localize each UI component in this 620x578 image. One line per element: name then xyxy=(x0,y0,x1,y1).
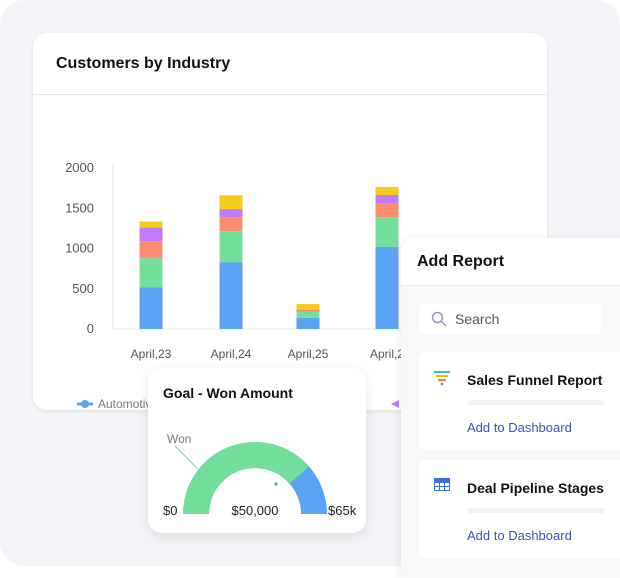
add-to-dashboard-link[interactable]: Add to Dashboard xyxy=(467,420,572,435)
add-report-panel: Add Report Search Sales Funnel Report Ad… xyxy=(401,238,620,578)
gauge-won xyxy=(183,442,310,514)
report-card-deal-pipeline[interactable]: Deal Pipeline Stages Add to Dashboard xyxy=(419,460,620,558)
report-title: Deal Pipeline Stages xyxy=(467,480,604,496)
bar-segment xyxy=(296,309,320,312)
y-tick-label: 1500 xyxy=(65,200,94,215)
bar-segment xyxy=(375,246,399,329)
x-tick-label: April,2 xyxy=(370,347,404,361)
bar-segment xyxy=(375,194,399,204)
table-icon xyxy=(434,478,450,491)
bar-segment xyxy=(139,227,163,242)
x-tick-label: April,23 xyxy=(131,347,172,361)
bar-segment xyxy=(296,317,320,329)
y-tick-label: 500 xyxy=(72,281,94,296)
bar-segment xyxy=(139,258,163,288)
bar-segment xyxy=(219,231,243,263)
won-label: Won xyxy=(167,432,191,446)
placeholder-bar xyxy=(467,508,605,513)
goal-title: Goal - Won Amount xyxy=(163,385,293,401)
bar-segment xyxy=(375,217,399,247)
legend-marker xyxy=(391,400,399,408)
report-title: Sales Funnel Report xyxy=(467,372,603,388)
gauge: Won $0 $50,000 $65k xyxy=(163,432,357,518)
legend-marker-dot xyxy=(81,400,89,408)
funnel-icon xyxy=(434,371,450,386)
legend-label: Automotive xyxy=(98,397,158,410)
y-tick-label: 2000 xyxy=(65,160,94,175)
goal-won-amount-card: Goal - Won Amount Won $0 $50,000 $65k xyxy=(148,368,366,533)
panel-title: Add Report xyxy=(401,238,620,286)
bar-segment xyxy=(296,311,320,318)
x-tick-label: April,24 xyxy=(211,347,252,361)
search-input[interactable]: Search xyxy=(419,304,601,334)
gauge-pointer xyxy=(274,482,278,486)
card-title: Customers by Industry xyxy=(33,33,547,95)
x-tick-label: April,25 xyxy=(288,347,329,361)
bar-segment xyxy=(219,262,243,329)
add-to-dashboard-link[interactable]: Add to Dashboard xyxy=(467,528,572,543)
gauge-value: $50,000 xyxy=(232,503,279,518)
placeholder-bar xyxy=(467,400,605,405)
bar-segment xyxy=(219,195,243,210)
customers-by-industry-card: Customers by Industry 0 500 1000 1500 2000 Ap… xyxy=(33,33,547,410)
y-tick-label: 1000 xyxy=(65,241,94,256)
bar-segment xyxy=(296,304,320,310)
gauge-max: $65k xyxy=(328,503,357,518)
bar-segment xyxy=(139,241,163,259)
bar-segment xyxy=(375,203,399,218)
gauge-min: $0 xyxy=(163,503,177,518)
bar-segment xyxy=(375,186,399,195)
bar-segment xyxy=(219,209,243,218)
report-card-sales-funnel[interactable]: Sales Funnel Report Add to Dashboard xyxy=(419,352,620,450)
bar-segment xyxy=(219,217,243,232)
y-tick-label: 0 xyxy=(87,321,94,336)
won-leader-line xyxy=(174,445,204,475)
bar-segment xyxy=(139,221,163,228)
search-icon xyxy=(431,311,447,327)
bar-segment xyxy=(139,287,163,329)
search-placeholder: Search xyxy=(455,311,500,327)
